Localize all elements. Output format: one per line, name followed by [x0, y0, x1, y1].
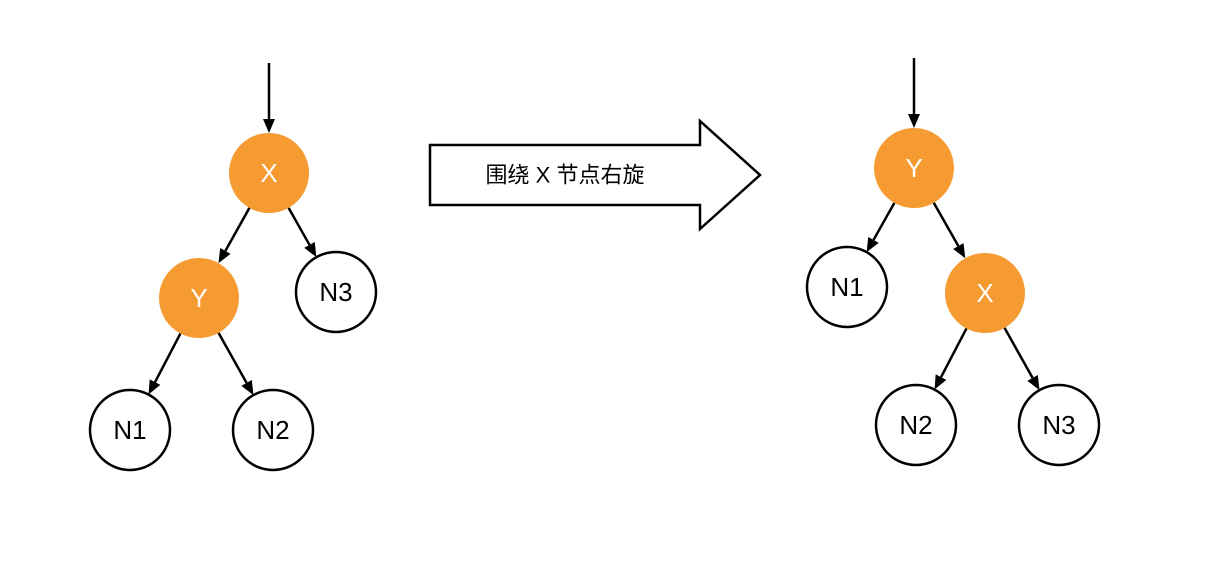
node-label: N3 — [1042, 410, 1075, 440]
tree-node-n3: N3 — [1019, 385, 1099, 465]
node-label: Y — [905, 153, 922, 183]
tree-node-n1: N1 — [90, 390, 170, 470]
node-label: N2 — [256, 415, 289, 445]
tree-node-y: Y — [159, 258, 239, 338]
tree-node-y: Y — [874, 128, 954, 208]
node-label: X — [976, 278, 993, 308]
tree-node-n1: N1 — [807, 247, 887, 327]
tree-node-n2: N2 — [876, 385, 956, 465]
node-label: N2 — [899, 410, 932, 440]
tree-node-n3: N3 — [296, 252, 376, 332]
node-label: N3 — [319, 277, 352, 307]
tree-node-x: X — [945, 253, 1025, 333]
rotation-diagram: X Y N3 N1 N2 Y N1 X N2 N3 围绕 X 节点右旋 — [0, 0, 1212, 561]
node-label: N1 — [830, 272, 863, 302]
transform-arrow-label: 围绕 X 节点右旋 — [486, 163, 645, 188]
node-label: Y — [190, 283, 207, 313]
tree-node-x: X — [229, 133, 309, 213]
node-label: X — [260, 158, 277, 188]
tree-node-n2: N2 — [233, 390, 313, 470]
node-label: N1 — [113, 415, 146, 445]
